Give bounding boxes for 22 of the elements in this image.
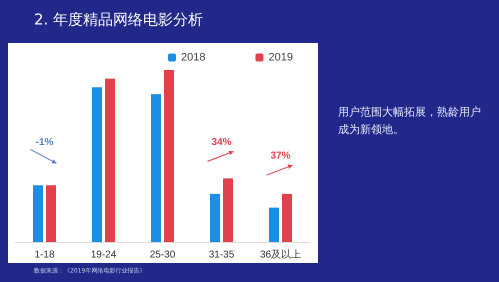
bar — [164, 70, 174, 242]
bar — [223, 178, 233, 242]
bar — [46, 185, 56, 242]
bar — [282, 194, 292, 242]
x-tick-label: 1-18 — [34, 250, 55, 260]
legend-label: 2019 — [268, 52, 293, 64]
annotation: 34% — [211, 136, 232, 148]
bar — [210, 194, 220, 242]
x-tick-label: 19-24 — [90, 250, 117, 260]
x-tick-label: 36及以上 — [260, 248, 302, 260]
annotation: 37% — [270, 150, 291, 162]
bar — [92, 87, 102, 242]
bar — [33, 185, 43, 242]
annotation: -1% — [36, 136, 54, 148]
legend-label: 2018 — [181, 52, 206, 64]
chart-title: 2. 年度精品网络电影分析 — [34, 10, 204, 28]
bar — [105, 78, 115, 242]
x-tick-label: 31-35 — [208, 250, 235, 260]
bar — [269, 208, 279, 242]
text: 用户范围大幅拓展，熟龄用户成为新领地。 — [338, 105, 481, 136]
bar — [151, 94, 161, 242]
x-tick-label: 25-30 — [150, 250, 176, 260]
